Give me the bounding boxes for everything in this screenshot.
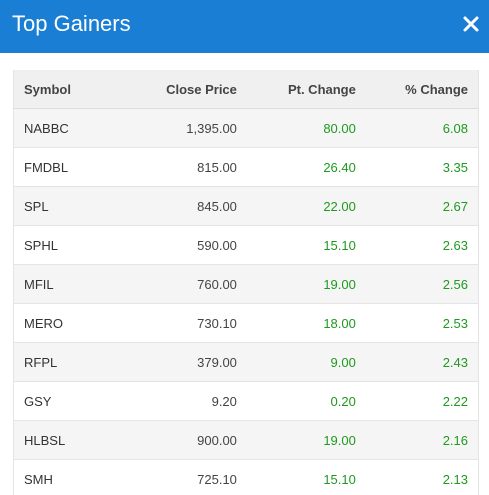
table-row[interactable]: HLBSL 900.00 19.00 2.16 bbox=[14, 420, 478, 460]
pt-change-cell: 15.10 bbox=[246, 459, 366, 495]
symbol-cell: RFPL bbox=[14, 342, 124, 382]
symbol-cell: SPHL bbox=[14, 225, 124, 265]
pct-change-cell: 2.53 bbox=[365, 303, 478, 343]
dialog-title: Top Gainers bbox=[12, 11, 131, 36]
gainers-table: Symbol Close Price Pt. Change % Change N… bbox=[14, 70, 478, 495]
close-price-cell: 9.20 bbox=[124, 381, 247, 421]
close-price-cell: 760.00 bbox=[124, 264, 247, 304]
symbol-cell: NABBC bbox=[14, 108, 124, 148]
dialog-header: Top Gainers bbox=[0, 0, 489, 53]
symbol-cell: SMH bbox=[14, 459, 124, 495]
close-price-cell: 730.10 bbox=[124, 303, 247, 343]
close-price-cell: 725.10 bbox=[124, 459, 247, 495]
pct-change-cell: 3.35 bbox=[365, 147, 478, 187]
pt-change-cell: 15.10 bbox=[246, 225, 366, 265]
symbol-cell: SPL bbox=[14, 186, 124, 226]
pct-change-cell: 2.13 bbox=[365, 459, 478, 495]
column-header-pt-change[interactable]: Pt. Change bbox=[246, 70, 366, 109]
column-header-close-price[interactable]: Close Price bbox=[124, 70, 247, 109]
pct-change-cell: 2.63 bbox=[365, 225, 478, 265]
table-row[interactable]: GSY 9.20 0.20 2.22 bbox=[14, 381, 478, 421]
table-row[interactable]: SPL 845.00 22.00 2.67 bbox=[14, 186, 478, 226]
close-icon-glyph bbox=[463, 16, 479, 32]
header-row: Symbol Close Price Pt. Change % Change bbox=[14, 70, 478, 109]
pct-change-cell: 2.16 bbox=[365, 420, 478, 460]
pt-change-cell: 80.00 bbox=[246, 108, 366, 148]
table-row[interactable]: NABBC 1,395.00 80.00 6.08 bbox=[14, 108, 478, 148]
table-row[interactable]: SMH 725.10 15.10 2.13 bbox=[14, 459, 478, 495]
pt-change-cell: 19.00 bbox=[246, 264, 366, 304]
table-row[interactable]: FMDBL 815.00 26.40 3.35 bbox=[14, 147, 478, 187]
pt-change-cell: 0.20 bbox=[246, 381, 366, 421]
pt-change-cell: 19.00 bbox=[246, 420, 366, 460]
close-price-cell: 590.00 bbox=[124, 225, 247, 265]
close-price-cell: 900.00 bbox=[124, 420, 247, 460]
gainers-table-container: Symbol Close Price Pt. Change % Change N… bbox=[13, 70, 479, 495]
pt-change-cell: 22.00 bbox=[246, 186, 366, 226]
column-header-pct-change[interactable]: % Change bbox=[365, 70, 478, 109]
symbol-cell: MFIL bbox=[14, 264, 124, 304]
table-row[interactable]: MERO 730.10 18.00 2.53 bbox=[14, 303, 478, 343]
close-price-cell: 815.00 bbox=[124, 147, 247, 187]
symbol-cell: GSY bbox=[14, 381, 124, 421]
symbol-cell: HLBSL bbox=[14, 420, 124, 460]
close-price-cell: 1,395.00 bbox=[124, 108, 247, 148]
table-row[interactable]: SPHL 590.00 15.10 2.63 bbox=[14, 225, 478, 265]
close-price-cell: 379.00 bbox=[124, 342, 247, 382]
table-row[interactable]: RFPL 379.00 9.00 2.43 bbox=[14, 342, 478, 382]
pct-change-cell: 6.08 bbox=[365, 108, 478, 148]
table-header: Symbol Close Price Pt. Change % Change bbox=[14, 70, 478, 109]
symbol-cell: MERO bbox=[14, 303, 124, 343]
pct-change-cell: 2.56 bbox=[365, 264, 478, 304]
table-row[interactable]: MFIL 760.00 19.00 2.56 bbox=[14, 264, 478, 304]
pt-change-cell: 18.00 bbox=[246, 303, 366, 343]
close-icon[interactable] bbox=[461, 14, 481, 34]
pt-change-cell: 26.40 bbox=[246, 147, 366, 187]
pct-change-cell: 2.67 bbox=[365, 186, 478, 226]
pct-change-cell: 2.43 bbox=[365, 342, 478, 382]
table-body: NABBC 1,395.00 80.00 6.08 FMDBL 815.00 26.40 3.… bbox=[14, 108, 478, 495]
close-price-cell: 845.00 bbox=[124, 186, 247, 226]
pt-change-cell: 9.00 bbox=[246, 342, 366, 382]
pct-change-cell: 2.22 bbox=[365, 381, 478, 421]
symbol-cell: FMDBL bbox=[14, 147, 124, 187]
column-header-symbol[interactable]: Symbol bbox=[14, 70, 124, 109]
